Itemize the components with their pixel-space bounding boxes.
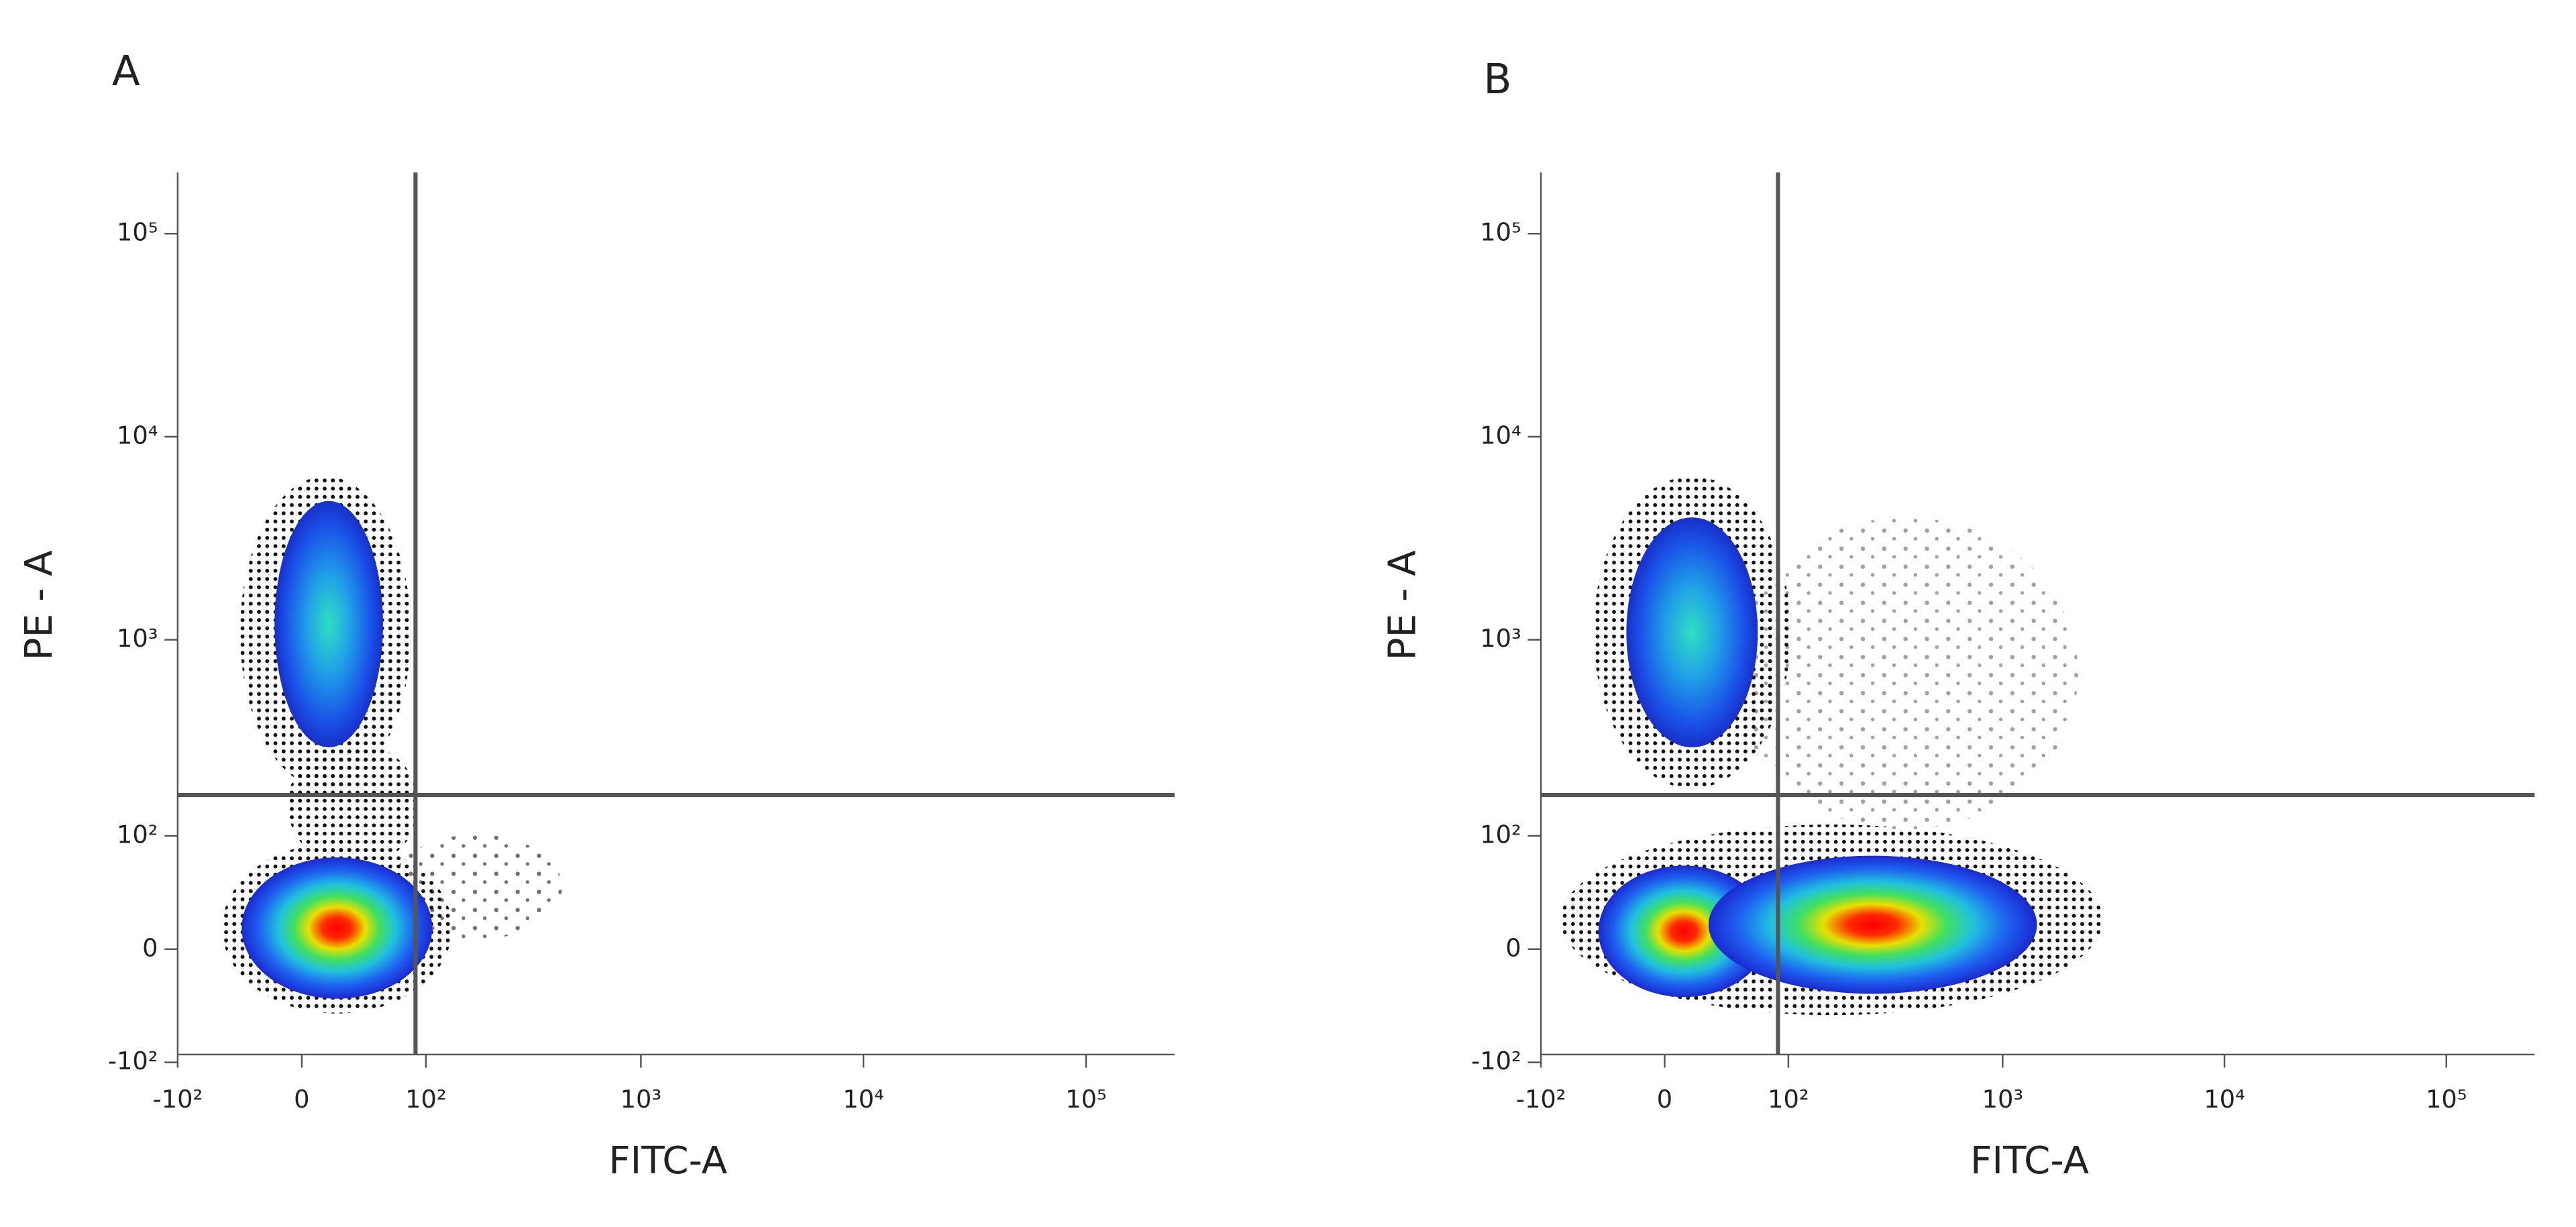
- x-tick-label: 0: [294, 1085, 309, 1114]
- panel-label: A: [112, 48, 140, 95]
- x-tick-label: 10³: [621, 1085, 661, 1114]
- y-tick-label: 10²: [117, 820, 158, 849]
- panel-label: B: [1483, 56, 1511, 103]
- x-axis-title: FITC-A: [1970, 1139, 2089, 1183]
- x-tick-label: 10²: [405, 1085, 446, 1114]
- x-tick-label: 10⁴: [843, 1085, 883, 1114]
- y-tick-label: 10³: [117, 624, 158, 653]
- x-tick-label: 10⁵: [2426, 1085, 2467, 1114]
- y-tick-label: 10⁵: [117, 218, 158, 247]
- y-tick-label: -10²: [108, 1047, 158, 1075]
- y-axis-title: PE - A: [1381, 550, 1424, 661]
- population-density: [1560, 476, 2103, 1016]
- y-axis-title: PE - A: [17, 550, 61, 661]
- x-tick-label: -10²: [152, 1085, 203, 1114]
- y-tick-label: 10²: [1480, 820, 1521, 849]
- x-tick-label: 10⁵: [1065, 1085, 1106, 1114]
- y-tick-label: -10²: [1471, 1047, 1521, 1075]
- y-tick-label: 10³: [1480, 624, 1521, 653]
- x-axis-title: FITC-A: [608, 1139, 727, 1183]
- y-tick-label: 10⁴: [1480, 421, 1521, 449]
- x-tick-label: 10⁴: [2204, 1085, 2245, 1114]
- x-tick-label: 0: [1657, 1085, 1672, 1114]
- x-tick-label: 10²: [1768, 1085, 1809, 1114]
- y-tick-label: 0: [1505, 933, 1521, 962]
- y-tick-label: 0: [142, 933, 158, 962]
- x-tick-label: 10³: [1982, 1085, 2023, 1114]
- y-tick-label: 10⁵: [1480, 218, 1521, 247]
- y-tick-label: 10⁴: [117, 421, 158, 449]
- population-density: [221, 476, 562, 1014]
- x-tick-label: -10²: [1516, 1085, 1566, 1114]
